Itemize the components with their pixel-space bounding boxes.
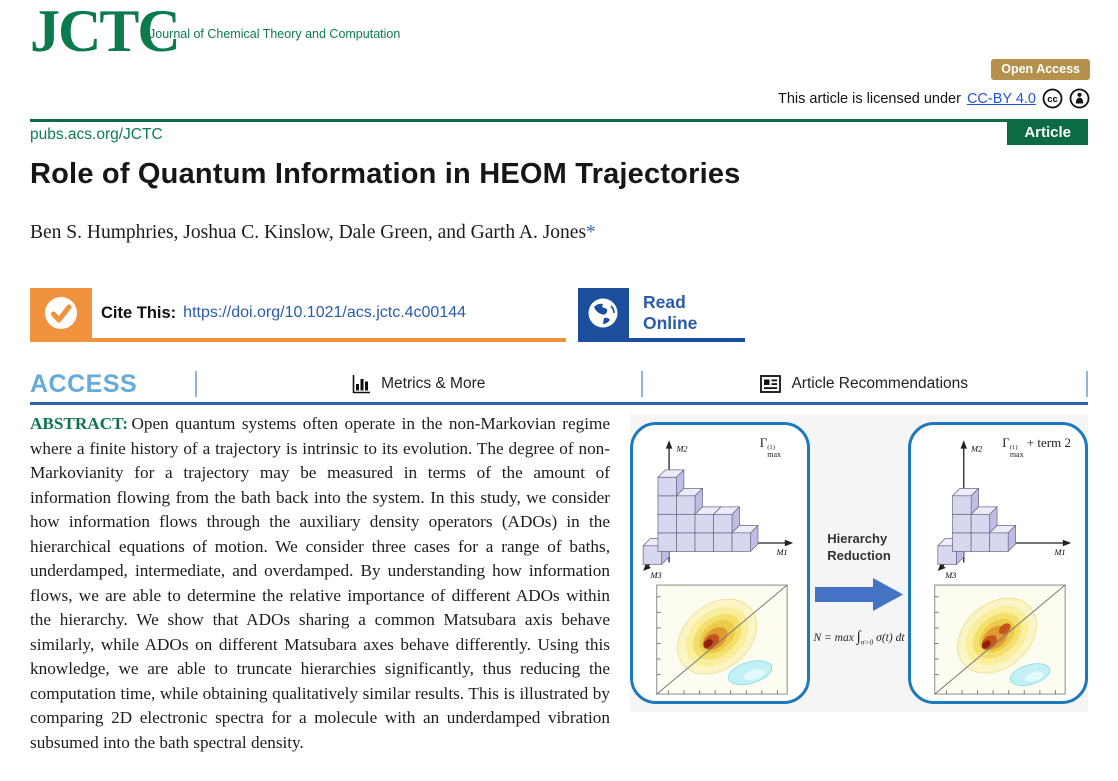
news-icon [760, 375, 782, 393]
masthead-divider [30, 119, 1088, 122]
corresponding-author-link[interactable]: * [586, 222, 596, 243]
svg-text:M2: M2 [970, 444, 982, 453]
cc-license-icon: cc [1042, 88, 1063, 109]
tab-access[interactable]: ACCESS [30, 369, 138, 398]
metrics-label: Metrics & More [381, 375, 486, 392]
open-access-badge: Open Access [991, 59, 1090, 80]
svg-text:M1: M1 [775, 548, 787, 557]
hierarchy-panel-full: Γ (1) max M2 M1 M3 [630, 422, 810, 704]
arrow-right-icon [815, 578, 903, 612]
abstract-heading: ABSTRACT: [30, 414, 129, 433]
hierarchy-panel-reduced: Γ (1) max + term 2 M2 M1 M3 [908, 422, 1088, 704]
svg-text:M3: M3 [650, 571, 662, 580]
author-list: Ben S. Humphries, Joshua C. Kinslow, Dal… [30, 222, 596, 244]
abstract-text: Open quantum systems often operate in th… [30, 414, 610, 752]
cc-attribution-icon [1069, 88, 1090, 109]
hierarchy-reduction-block: Hierarchy Reduction N = max ∫σ>0 σ(t) dt [810, 479, 908, 646]
svg-text:M2: M2 [675, 444, 687, 453]
citation-bar: Cite This: https://doi.org/10.1021/acs.j… [30, 288, 1088, 342]
journal-site-link[interactable]: pubs.acs.org/JCTC [30, 126, 163, 143]
separator [640, 371, 643, 397]
hierarchy-reduction-title: Hierarchy Reduction [827, 531, 891, 564]
cc-by-link[interactable]: CC-BY 4.0 [966, 90, 1036, 107]
bar-chart-icon [352, 374, 371, 393]
page-title: Role of Quantum Information in HEOM Traj… [30, 158, 741, 190]
abstract-section: Γ (1) max M2 M1 M3 [30, 412, 1088, 781]
journal-name: Journal of Chemical Theory and Computati… [149, 27, 401, 41]
read-online-label: Read Online [642, 292, 698, 333]
doi-link[interactable]: https://doi.org/10.1021/acs.jctc.4c00144 [183, 304, 467, 321]
svg-text:M1: M1 [1053, 548, 1065, 557]
tab-metrics-and-more[interactable]: Metrics & More [197, 374, 641, 394]
2d-spectrum-reduced [934, 584, 1066, 695]
globe-icon [578, 288, 629, 338]
tab-article-recommendations[interactable]: Article Recommendations [643, 375, 1087, 393]
access-navigation-bar: ACCESS Metrics & More Article Recommenda… [30, 366, 1088, 405]
author-names: Ben S. Humphries, Joshua C. Kinslow, Dal… [30, 222, 587, 243]
checkmark-icon [30, 288, 92, 338]
graphical-abstract: Γ (1) max M2 M1 M3 [630, 414, 1088, 712]
svg-text:M3: M3 [944, 571, 956, 580]
license-text: This article is licensed under [778, 90, 961, 107]
cite-this-section: Cite This: https://doi.org/10.1021/acs.j… [30, 288, 566, 342]
license-line: This article is licensed under CC-BY 4.0… [778, 88, 1090, 109]
non-markovianity-equation: N = max ∫σ>0 σ(t) dt [813, 629, 905, 647]
read-online-button[interactable]: Read Online [578, 288, 745, 342]
abstract-paragraph: ABSTRACT: Open quantum systems often ope… [30, 412, 1088, 755]
separator [195, 371, 197, 397]
2d-spectrum-full [656, 584, 788, 695]
separator [1086, 371, 1088, 397]
gamma-label-reduced: Γ (1) max + term 2 [1002, 435, 1071, 459]
jctc-logo: JCTC [30, 0, 181, 64]
article-type-badge: Article [1007, 122, 1088, 145]
gamma-label-full: Γ (1) max [759, 435, 781, 459]
ado-hierarchy-diagram-full: M2 M1 M3 [642, 440, 794, 580]
recommendations-label: Article Recommendations [791, 375, 969, 392]
ado-hierarchy-diagram-reduced: M2 M1 M3 [937, 440, 1072, 580]
cite-this-label: Cite This: [101, 303, 177, 322]
svg-text:cc: cc [1047, 94, 1058, 105]
